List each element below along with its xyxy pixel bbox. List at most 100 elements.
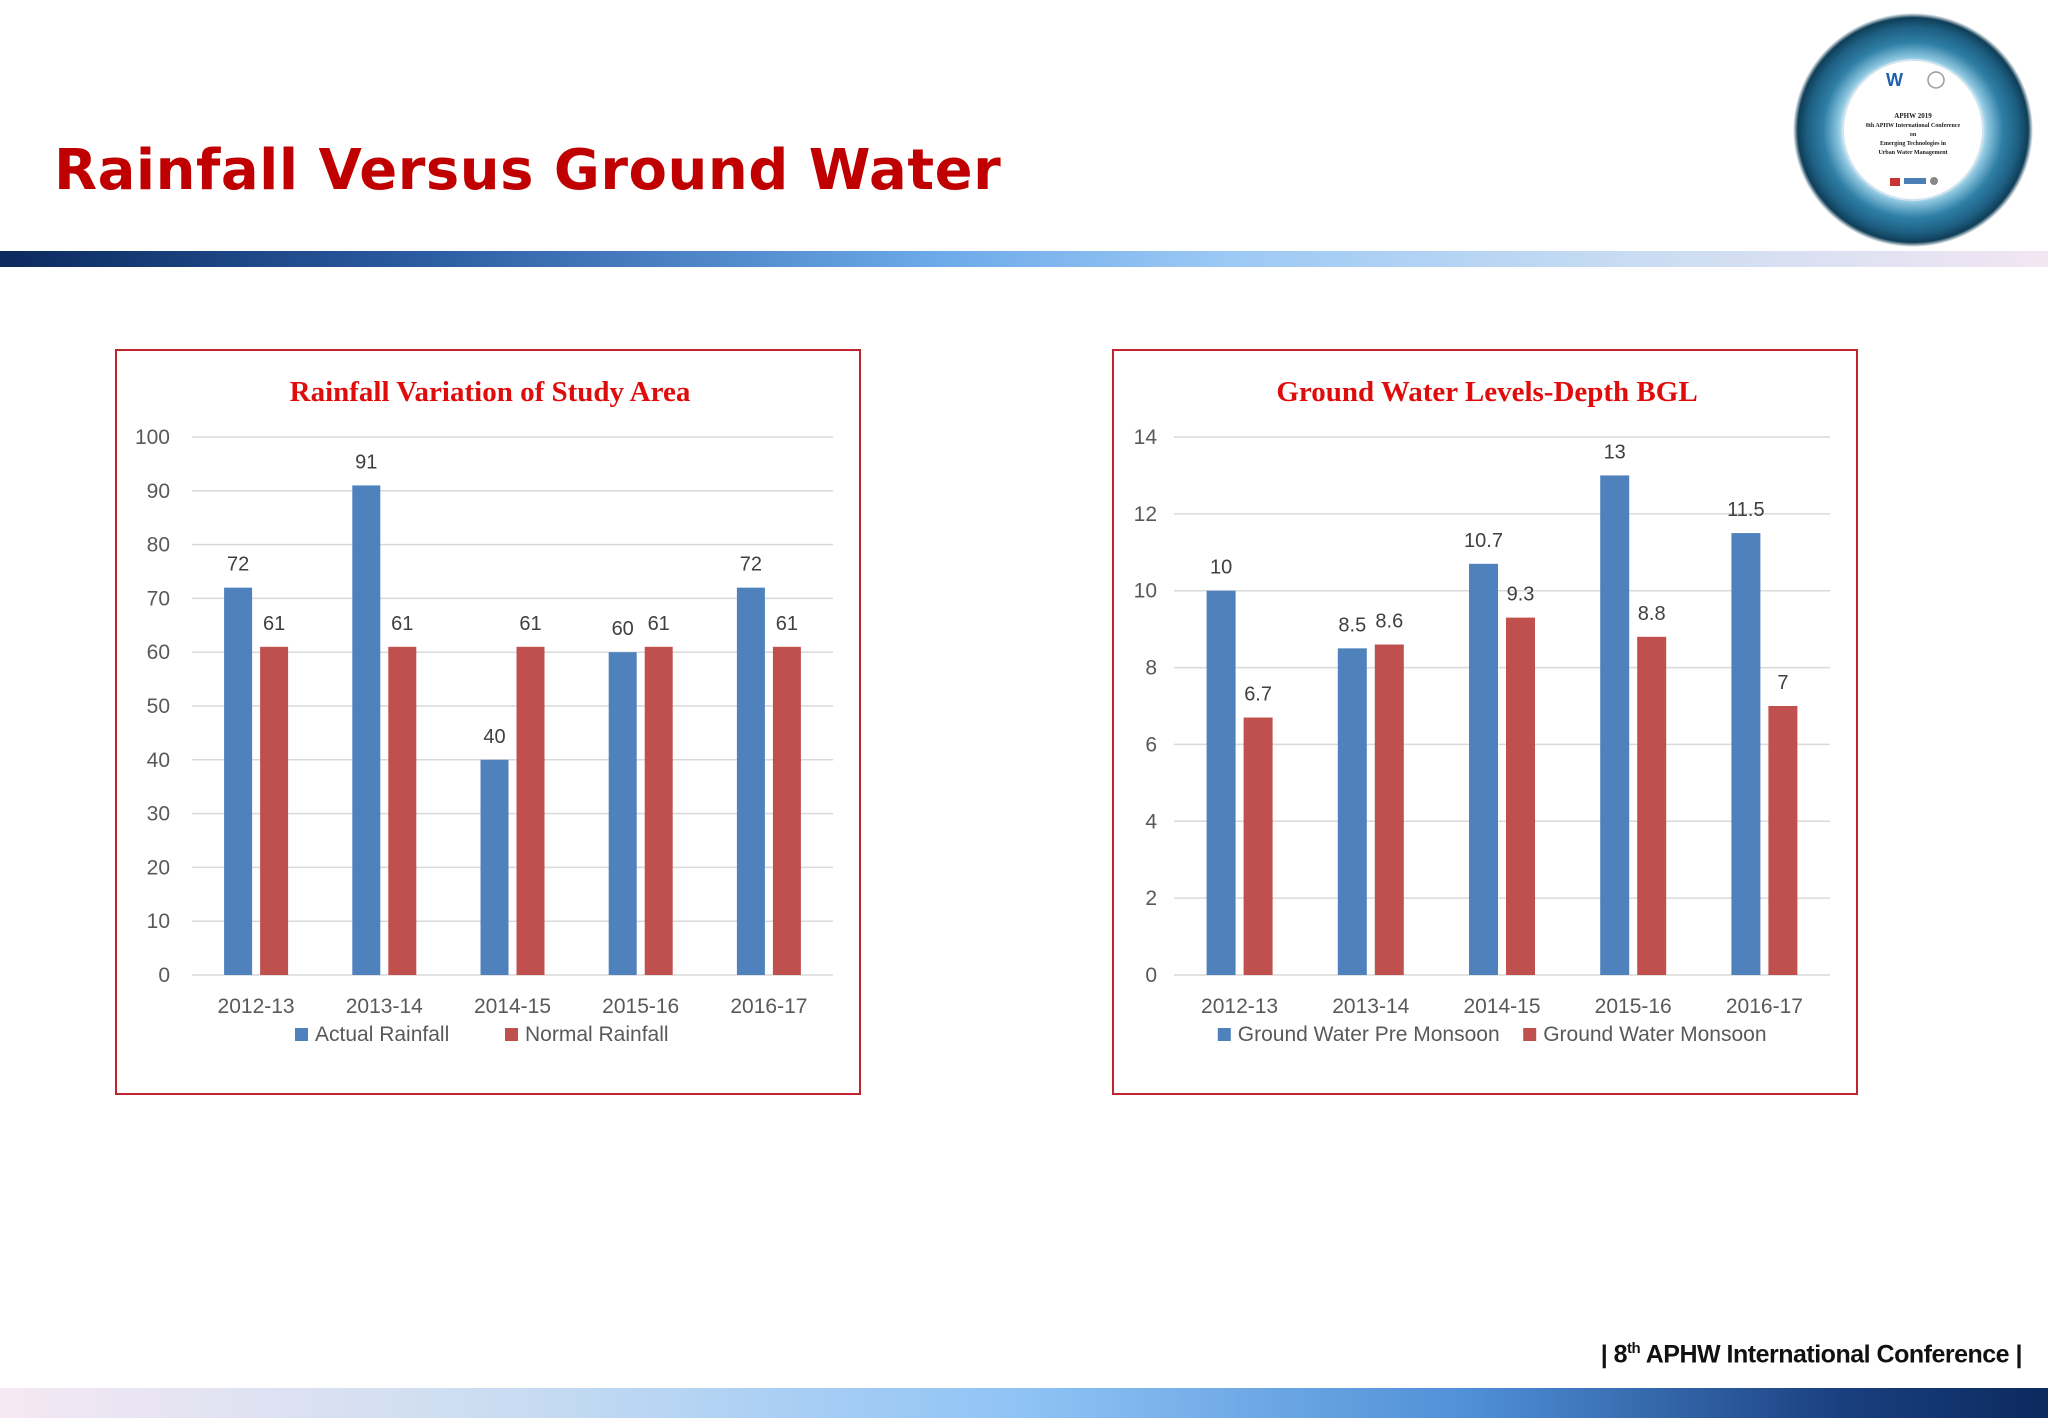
data-label: 72: [740, 554, 762, 576]
y-tick-label: 70: [147, 587, 170, 610]
x-tick-label: 2016-17: [730, 995, 807, 1018]
bar: [352, 485, 381, 975]
footer-superscript: th: [1627, 1340, 1641, 1357]
logo-line: on: [1910, 132, 1917, 138]
logo-sponsor-mark: [1890, 178, 1900, 186]
bar: [1600, 475, 1630, 975]
bar: [480, 759, 509, 975]
data-label: 72: [227, 554, 249, 576]
data-label: 61: [519, 613, 541, 635]
legend-swatch: [505, 1028, 518, 1041]
data-label: 8.5: [1338, 614, 1366, 636]
x-tick-label: 2014-15: [474, 995, 551, 1018]
logo-line: 8th APHW International Conference: [1866, 123, 1961, 129]
data-label: 8.8: [1638, 603, 1666, 625]
bar: [1637, 636, 1667, 975]
y-tick-label: 80: [147, 534, 170, 557]
data-label: 61: [263, 613, 285, 635]
y-tick-label: 2: [1145, 887, 1157, 910]
data-label: 11.5: [1727, 499, 1764, 521]
legend-swatch: [295, 1028, 308, 1041]
legend-swatch: [1523, 1028, 1537, 1041]
rainfall-chart: Rainfall Variation of Study Area 0 10 20 30 4…: [135, 376, 833, 1046]
logo-line: Urban Water Management: [1878, 150, 1947, 156]
x-tick-label: 2012-13: [1201, 995, 1278, 1018]
y-tick-label: 8: [1145, 657, 1157, 680]
header-divider-band: [0, 251, 2048, 267]
data-label: 9.3: [1507, 584, 1535, 606]
chart-title: Ground Water Levels-Depth BGL: [1276, 376, 1697, 408]
logo-wave-mark: W: [1886, 70, 1903, 90]
bar: [1506, 617, 1535, 975]
legend-label: Ground Water Monsoon: [1543, 1023, 1766, 1046]
bar: [1768, 706, 1798, 975]
footer-suffix: APHW International Conference |: [1640, 1340, 2023, 1369]
data-label: 61: [648, 613, 670, 635]
bar: [1206, 590, 1236, 975]
y-tick-label: 40: [147, 749, 170, 772]
bar: [644, 646, 673, 975]
data-label: 91: [355, 451, 377, 473]
y-tick-label: 6: [1145, 733, 1157, 756]
bar: [1337, 648, 1367, 975]
bar: [516, 646, 545, 975]
bar: [608, 652, 637, 975]
x-tick-label: 2013-14: [346, 995, 423, 1018]
x-tick-label: 2012-13: [218, 995, 295, 1018]
logo-sponsor-mark: [1930, 177, 1938, 185]
legend-label: Actual Rainfall: [315, 1023, 449, 1046]
y-tick-label: 60: [147, 641, 170, 664]
groundwater-chart: Ground Water Levels-Depth BGL 0 2 4 6 8 10 12 14…: [1134, 376, 1830, 1046]
data-label: 40: [483, 726, 505, 748]
x-tick-label: 2014-15: [1463, 995, 1540, 1018]
data-label: 8.6: [1375, 611, 1403, 633]
bar: [388, 646, 417, 975]
legend-swatch: [1217, 1028, 1231, 1041]
data-label: 61: [776, 613, 798, 635]
footer-band: [0, 1388, 2048, 1418]
data-label: 6.7: [1244, 684, 1272, 706]
logo-emblem: [1927, 71, 1945, 89]
data-label: 10.7: [1464, 530, 1503, 552]
legend-label: Ground Water Pre Monsoon: [1238, 1023, 1500, 1046]
y-tick-label: 4: [1145, 810, 1157, 833]
x-tick-label: 2015-16: [1595, 995, 1672, 1018]
bar: [1731, 533, 1761, 975]
y-tick-label: 30: [147, 803, 170, 826]
groundwater-chart-frame: Ground Water Levels-Depth BGL 0 2 4 6 8 10 12 14…: [1112, 349, 1858, 1095]
bar: [1469, 563, 1498, 975]
conference-logo: W APHW 2019 8th APHW International Confe…: [1793, 13, 2033, 247]
bar: [772, 646, 801, 975]
data-label: 13: [1604, 441, 1626, 463]
footer-prefix: | 8: [1600, 1340, 1628, 1369]
bar: [736, 587, 765, 975]
y-tick-label: 100: [135, 426, 170, 449]
y-tick-label: 50: [147, 695, 170, 718]
legend-label: Normal Rainfall: [525, 1023, 669, 1046]
logo-line: APHW 2019: [1894, 112, 1932, 120]
y-tick-label: 0: [1145, 964, 1157, 987]
data-label: 61: [391, 613, 413, 635]
y-tick-label: 10: [147, 910, 170, 933]
y-tick-label: 0: [158, 964, 170, 987]
y-tick-label: 14: [1134, 426, 1158, 449]
logo-sponsor-mark: [1904, 178, 1926, 184]
conference-footer: | 8th APHW International Conference |: [1600, 1340, 2023, 1369]
y-tick-label: 10: [1134, 580, 1157, 603]
y-tick-label: 90: [147, 480, 170, 503]
y-tick-label: 12: [1134, 503, 1157, 526]
logo-line: Emerging Technologies in: [1880, 141, 1947, 147]
rainfall-chart-frame: Rainfall Variation of Study Area 0 10 20 30 4…: [115, 349, 861, 1095]
slide-title: Rainfall Versus Ground Water: [54, 138, 1002, 203]
bar: [1243, 717, 1273, 975]
bar: [260, 646, 289, 975]
bar: [224, 587, 253, 975]
data-label: 60: [612, 618, 634, 640]
x-tick-label: 2016-17: [1726, 995, 1803, 1018]
x-tick-label: 2013-14: [1332, 995, 1409, 1018]
bar: [1374, 644, 1404, 975]
chart-title: Rainfall Variation of Study Area: [290, 376, 691, 408]
x-tick-label: 2015-16: [602, 995, 679, 1018]
data-label: 7: [1777, 672, 1788, 694]
data-label: 10: [1210, 557, 1232, 579]
